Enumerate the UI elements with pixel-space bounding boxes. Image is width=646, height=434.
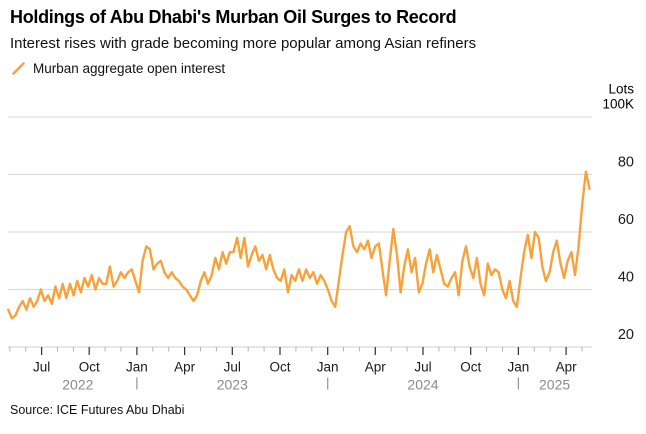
y-axis-unit-label: Lots xyxy=(608,82,634,97)
y-axis-unit-label: 100K xyxy=(602,97,634,112)
page-title: Holdings of Abu Dhabi's Murban Oil Surge… xyxy=(10,7,457,27)
source-note: Source: ICE Futures Abu Dhabi xyxy=(10,403,185,417)
x-axis-year-label: 2025 xyxy=(539,377,570,393)
legend: Murban aggregate open interest xyxy=(11,61,225,76)
x-axis-year-label: 2024 xyxy=(407,377,438,393)
y-axis-label: 60 xyxy=(618,212,634,228)
x-axis-year-label: 2022 xyxy=(62,377,93,393)
legend-line-marker-icon xyxy=(12,62,25,75)
x-axis-month-label: Jul xyxy=(414,360,431,375)
x-axis-year-label: 2023 xyxy=(217,377,248,393)
x-axis-month-label: Jul xyxy=(224,360,241,375)
x-axis-month-label: Jan xyxy=(317,360,339,375)
x-axis-month-label: Apr xyxy=(365,360,387,375)
x-axis-month-label: Jul xyxy=(33,360,50,375)
series-line-murban-open-interest xyxy=(6,170,591,320)
x-axis-month-label: Apr xyxy=(556,360,578,375)
x-axis-month-label: Jan xyxy=(126,360,148,375)
x-axis-month-label: Oct xyxy=(79,360,100,375)
x-axis-month-label: Jan xyxy=(508,360,530,375)
y-axis-label: 40 xyxy=(618,270,634,286)
x-axis-month-label: Apr xyxy=(174,360,196,375)
x-axis-month-label: Oct xyxy=(460,360,481,375)
legend-label: Murban aggregate open interest xyxy=(33,61,226,76)
chart-subtitle: Interest rises with grade becoming more … xyxy=(10,35,477,52)
y-axis-label: 20 xyxy=(618,327,634,343)
x-axis-month-label: Oct xyxy=(269,360,290,375)
y-axis-label: 80 xyxy=(618,155,634,171)
